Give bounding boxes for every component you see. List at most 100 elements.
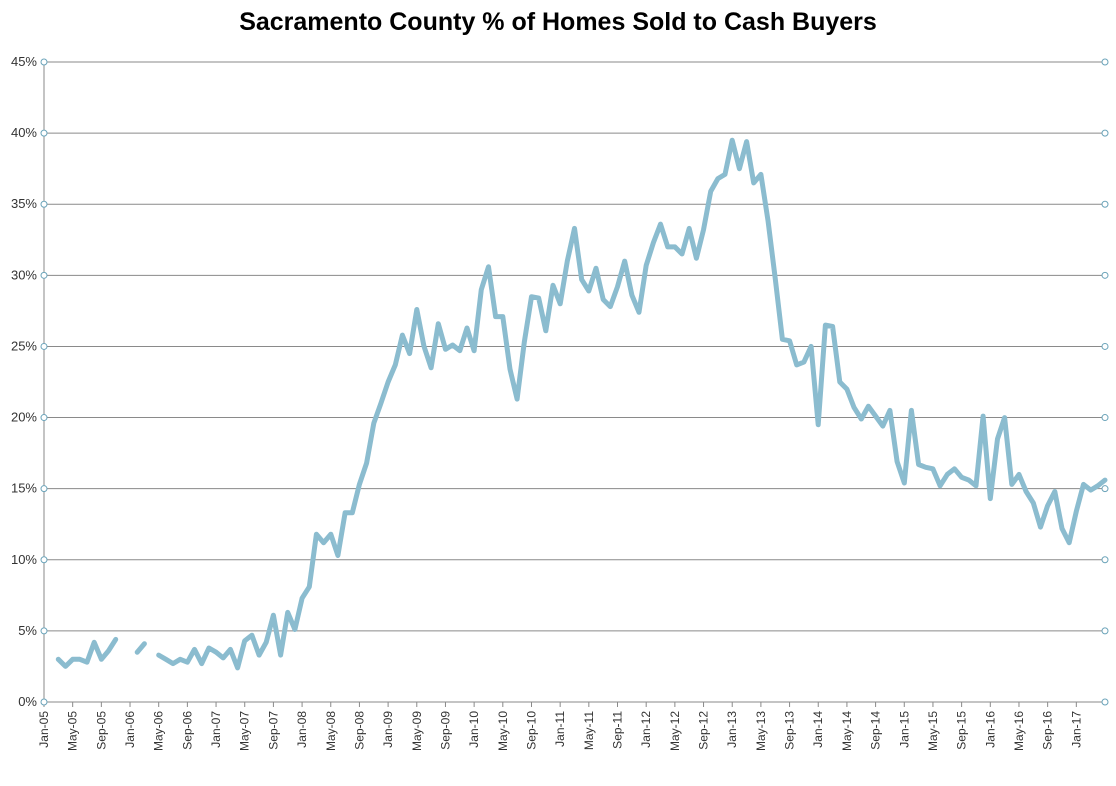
x-tick-label: Sep-14 [869, 711, 883, 750]
data-point [400, 333, 404, 337]
data-point [113, 637, 117, 641]
x-tick-label: Sep-10 [524, 711, 538, 750]
data-point [221, 656, 225, 660]
data-point [1074, 509, 1078, 513]
x-tick-label: Jan-14 [811, 711, 825, 748]
axes [43, 62, 1105, 707]
axis-marker-right [1101, 342, 1109, 350]
x-tick-label: Jan-16 [983, 711, 997, 748]
data-point [1096, 484, 1100, 488]
data-point [458, 349, 462, 353]
data-point [938, 484, 942, 488]
data-point [56, 657, 60, 661]
data-point [967, 478, 971, 482]
data-point [63, 664, 67, 668]
data-point [286, 610, 290, 614]
y-tick-label: 35% [11, 196, 37, 211]
axis-marker-left [40, 200, 48, 208]
x-tick-label: Jan-07 [209, 711, 223, 748]
axis-marker-left [40, 414, 48, 422]
data-point [558, 302, 562, 306]
y-tick-labels: 0% 5% 10% 15% 20% 25% 30% 35% 40% 45% [11, 54, 37, 709]
data-point [1002, 415, 1006, 419]
data-point [486, 265, 490, 269]
data-point [866, 404, 870, 408]
data-point [909, 408, 913, 412]
x-tick-label: Jan-15 [897, 711, 911, 748]
y-tick-label: 0% [18, 694, 37, 709]
data-point [802, 360, 806, 364]
axis-marker-left [40, 627, 48, 635]
data-point [587, 289, 591, 293]
x-tick-label: Sep-13 [783, 711, 797, 750]
data-point [243, 639, 247, 643]
data-point [716, 176, 720, 180]
data-point [759, 172, 763, 176]
data-point [916, 462, 920, 466]
data-point [551, 283, 555, 287]
data-point [465, 326, 469, 330]
x-tick-label: May-09 [410, 711, 424, 751]
data-point [1103, 478, 1107, 482]
axis-marker-left [40, 556, 48, 564]
data-point [372, 421, 376, 425]
data-point [429, 366, 433, 370]
axis-marker-right [1101, 271, 1109, 279]
x-tick-label: Sep-06 [180, 711, 194, 750]
data-point [795, 363, 799, 367]
data-point [443, 347, 447, 351]
x-tick-label: Jan-13 [725, 711, 739, 748]
data-point [92, 640, 96, 644]
data-point [1017, 472, 1021, 476]
data-point [859, 417, 863, 421]
data-point [393, 363, 397, 367]
data-point [809, 344, 813, 348]
data-point [544, 329, 548, 333]
data-point [271, 613, 275, 617]
data-point [99, 657, 103, 661]
gridlines [44, 61, 1105, 632]
data-point [579, 277, 583, 281]
data-point [235, 666, 239, 670]
data-point [1024, 489, 1028, 493]
data-point [845, 387, 849, 391]
data-point [278, 653, 282, 657]
data-point [178, 657, 182, 661]
chart-title: Sacramento County % of Homes Sold to Cas… [239, 8, 877, 36]
data-point [78, 657, 82, 661]
data-point [658, 222, 662, 226]
data-point [780, 337, 784, 341]
data-point [422, 344, 426, 348]
data-point [501, 314, 505, 318]
data-point [407, 351, 411, 355]
data-point [257, 653, 261, 657]
data-point [838, 380, 842, 384]
data-point [730, 138, 734, 142]
x-tick-label: Jan-08 [295, 711, 309, 748]
series-line [55, 137, 1108, 671]
y-tick-label: 45% [11, 54, 37, 69]
x-tick-label: Sep-12 [697, 711, 711, 750]
data-point [1081, 482, 1085, 486]
x-tick-label: May-10 [496, 711, 510, 751]
data-point [737, 166, 741, 170]
data-point [766, 219, 770, 223]
data-point [687, 226, 691, 230]
data-point [264, 640, 268, 644]
data-point [164, 657, 168, 661]
data-point [185, 660, 189, 664]
data-point [85, 660, 89, 664]
x-tick-label: Jan-06 [123, 711, 137, 748]
data-point [852, 405, 856, 409]
data-point [1038, 525, 1042, 529]
data-point [336, 553, 340, 557]
data-point [207, 646, 211, 650]
data-point [300, 596, 304, 600]
data-point [357, 482, 361, 486]
axis-marker-right [1101, 58, 1109, 66]
axis-marker-right [1101, 200, 1109, 208]
x-tick-labels: Jan-05 May-05 Sep-05 Jan-06 May-06 Sep-06 Jan-… [37, 711, 1083, 751]
data-point [902, 481, 906, 485]
x-tick-label: Sep-05 [94, 711, 108, 750]
